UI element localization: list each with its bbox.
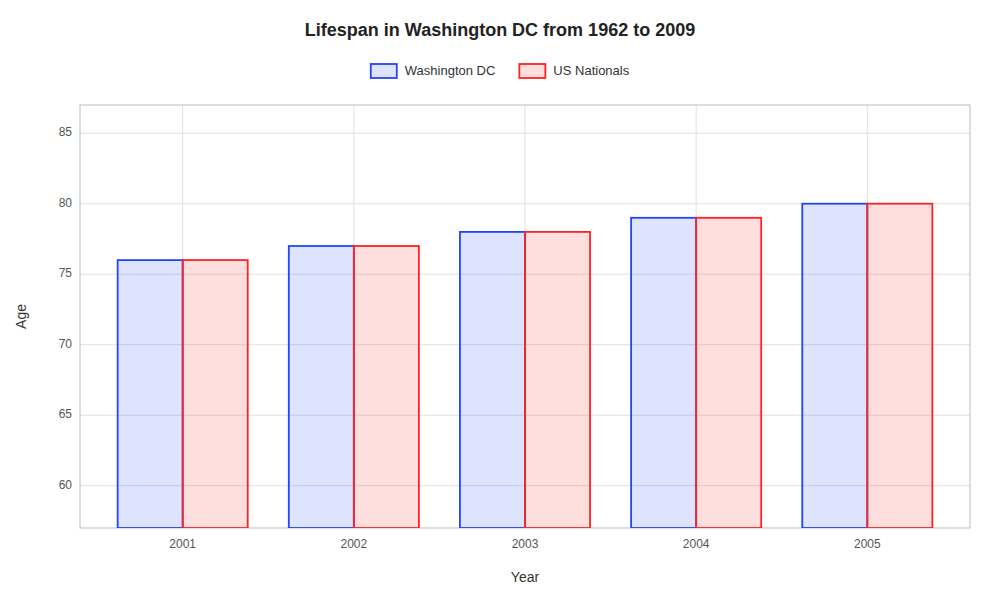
y-tick-label: 70 [59, 337, 73, 351]
bar [183, 260, 248, 528]
x-tick-label: 2005 [854, 537, 881, 551]
bar [354, 246, 419, 528]
chart-container: 60 65 70 75 80 85 2001 2002 2003 2004 2005 Year Age L… [0, 0, 1000, 600]
bar [802, 204, 867, 528]
bar [525, 232, 590, 528]
x-tick-label: 2001 [169, 537, 196, 551]
legend: Washington DC US Nationals [371, 63, 630, 78]
y-tick-label: 65 [59, 407, 73, 421]
legend-label: US Nationals [553, 63, 629, 78]
y-tick-label: 85 [59, 125, 73, 139]
chart-title: Lifespan in Washington DC from 1962 to 2… [305, 20, 695, 40]
x-tick-label: 2002 [340, 537, 367, 551]
y-tick-label: 75 [59, 266, 73, 280]
grid [80, 105, 970, 528]
x-tick-label: 2004 [683, 537, 710, 551]
legend-item: US Nationals [519, 63, 629, 78]
bar [460, 232, 525, 528]
bar [631, 218, 696, 528]
axes: 60 65 70 75 80 85 2001 2002 2003 2004 2005 [59, 125, 881, 551]
page: Chart html, body { margin: 0; padding: 0… [0, 0, 1000, 600]
legend-label: Washington DC [405, 63, 496, 78]
chart-svg: 60 65 70 75 80 85 2001 2002 2003 2004 2005 Year Age L… [0, 0, 1000, 600]
bar [696, 218, 761, 528]
y-tick-label: 60 [59, 478, 73, 492]
x-axis-label: Year [511, 569, 540, 585]
plot-frame [80, 105, 970, 528]
legend-item: Washington DC [371, 63, 496, 78]
page-body: {"chart_data": {"type": "bar", "title": … [0, 0, 1000, 600]
bars [118, 204, 933, 528]
bar [289, 246, 354, 528]
bar [867, 204, 932, 528]
legend-swatch [519, 64, 545, 78]
x-tick-label: 2003 [512, 537, 539, 551]
y-tick-label: 80 [59, 196, 73, 210]
legend-swatch [371, 64, 397, 78]
bar [118, 260, 183, 528]
y-axis-label: Age [13, 304, 29, 329]
